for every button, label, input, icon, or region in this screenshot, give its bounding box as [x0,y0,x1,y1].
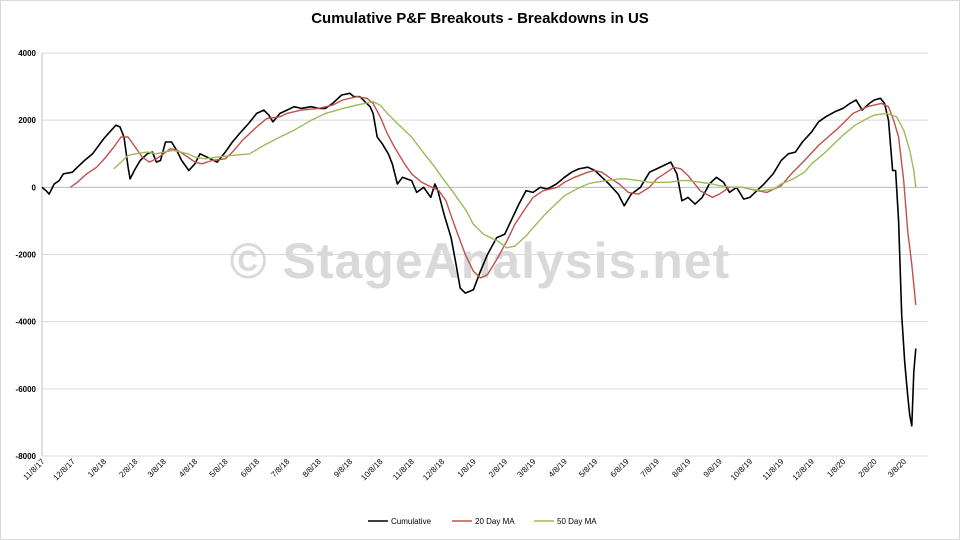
x-tick-label: 7/8/18 [269,457,291,479]
y-tick-label: -4000 [16,318,37,327]
x-tick-label: 12/8/18 [421,457,447,483]
x-tick-label: 1/8/18 [86,457,108,479]
y-tick-label: -6000 [16,385,37,394]
y-tick-label: 0 [32,183,37,192]
x-tick-label: 2/8/19 [487,457,509,479]
legend-label: Cumulative [391,517,432,526]
x-tick-label: 2/8/20 [857,457,879,479]
series-line-20-day-ma [69,96,917,305]
y-tick-label: -8000 [16,452,37,461]
x-tick-label: 11/8/18 [391,457,416,482]
axes [41,53,928,456]
x-tick-label: 10/8/18 [359,457,385,483]
x-tick-label: 1/8/20 [825,457,847,479]
x-tick-label: 11/8/19 [761,457,786,482]
y-tick-label: 4000 [18,49,36,58]
watermark: © StageAnalysis.net [229,233,731,289]
x-tick-labels: 11/8/17 12/8/17 1/8/18 2/8/18 3/8/18 4/8/18 5/… [22,457,909,483]
series-line-50-day-ma [113,101,917,249]
x-tick-label: 12/8/17 [52,457,78,483]
x-tick-label: 5/8/18 [208,457,230,479]
x-tick-label: 3/8/20 [886,457,908,479]
x-tick-label: 12/8/19 [791,457,817,483]
legend-label: 20 Day MA [475,517,515,526]
series-lines [41,92,917,427]
x-tick-label: 8/8/19 [670,457,692,479]
x-tick-label: 10/8/19 [729,457,755,483]
x-tick-label: 4/8/18 [177,457,199,479]
x-tick-label: 4/8/19 [547,457,569,479]
legend: Cumulative 20 Day MA 50 Day MA [368,517,597,526]
y-tick-label: 2000 [18,116,36,125]
series-line-cumulative [41,92,917,427]
x-tick-label: 2/8/18 [117,457,139,479]
x-tick-label: 3/8/19 [515,457,537,479]
x-tick-label: 9/8/18 [332,457,354,479]
gridlines [42,52,928,457]
legend-label: 50 Day MA [557,517,597,526]
x-tick-label: 5/8/19 [577,457,599,479]
y-tick-label: -2000 [16,251,37,260]
x-tick-label: 8/8/18 [301,457,323,479]
x-tick-label: 1/8/19 [456,457,478,479]
x-tick-label: 9/8/19 [702,457,724,479]
x-tick-label: 3/8/18 [146,457,168,479]
x-tick-label: 7/8/19 [639,457,661,479]
y-tick-labels: 4000 2000 0 -2000 -4000 -6000 -8000 [16,49,37,461]
x-tick-label: 6/8/19 [609,457,631,479]
chart-title: Cumulative P&F Breakouts - Breakdowns in… [311,10,649,27]
x-tick-label: 6/8/18 [239,457,261,479]
